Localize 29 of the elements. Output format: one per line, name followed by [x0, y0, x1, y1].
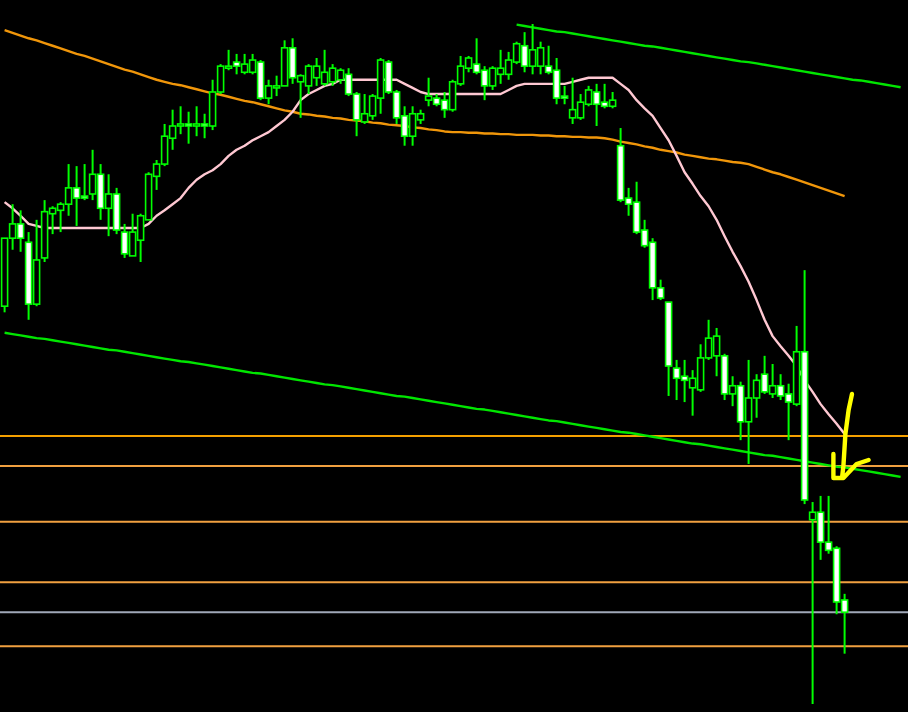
candlestick	[408, 105, 417, 147]
candlestick	[744, 358, 753, 465]
candlestick	[504, 50, 513, 81]
candlestick	[128, 212, 137, 257]
candlestick	[256, 59, 265, 102]
candlestick	[312, 57, 321, 87]
candlestick	[320, 48, 329, 87]
candlestick	[808, 501, 817, 705]
candlestick	[768, 363, 777, 399]
candlestick	[192, 105, 201, 138]
candlestick	[72, 165, 81, 227]
candlestick	[528, 23, 537, 76]
candlestick	[184, 110, 193, 145]
candlestick	[568, 76, 577, 125]
candlestick	[376, 57, 385, 115]
candlestick	[424, 76, 433, 108]
candlestick	[592, 82, 601, 127]
candlestick	[496, 48, 505, 85]
candlestick	[104, 173, 113, 238]
candlestick	[288, 37, 297, 85]
candlestick	[88, 148, 97, 202]
candlestick	[672, 358, 681, 402]
candlestick	[736, 380, 745, 442]
candlestick	[232, 52, 241, 76]
candlestick	[80, 163, 89, 202]
candlestick	[680, 358, 689, 404]
candlestick	[32, 218, 41, 308]
candlestick	[520, 31, 529, 74]
candlestick	[240, 52, 249, 76]
